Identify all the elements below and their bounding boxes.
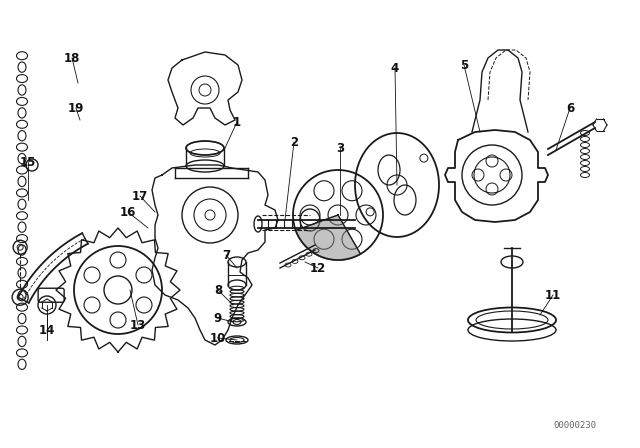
Text: 3: 3 [336,142,344,155]
Text: 12: 12 [310,262,326,275]
Polygon shape [296,215,360,260]
Text: 17: 17 [132,190,148,202]
Text: 2: 2 [290,135,298,148]
Text: 9: 9 [214,311,222,324]
Text: 10: 10 [210,332,226,345]
Text: 7: 7 [222,249,230,262]
Text: 19: 19 [68,102,84,115]
Text: 5: 5 [460,59,468,72]
Text: 8: 8 [214,284,222,297]
Text: 6: 6 [566,102,574,115]
Text: 15: 15 [20,155,36,168]
Text: 00000230: 00000230 [554,421,596,430]
Text: 16: 16 [120,206,136,219]
Text: 18: 18 [64,52,80,65]
Text: 14: 14 [39,323,55,336]
Text: 4: 4 [391,61,399,74]
Text: 11: 11 [545,289,561,302]
Text: 1: 1 [233,116,241,129]
Text: 13: 13 [130,319,146,332]
